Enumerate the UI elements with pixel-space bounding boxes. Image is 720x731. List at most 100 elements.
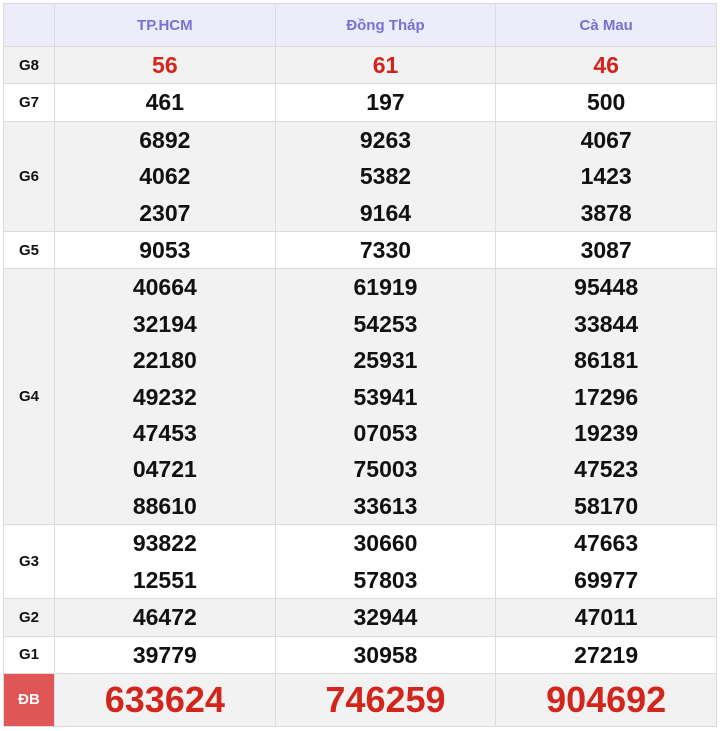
prize-number: 88610 [132, 492, 197, 519]
prize-cell: 500 [495, 83, 717, 122]
prize-number: 53941 [353, 383, 418, 410]
prize-number: 2307 [139, 199, 191, 226]
prize-number: 4067 [580, 126, 632, 153]
prize-number: 5382 [359, 163, 412, 190]
prize-number: 33613 [353, 492, 418, 519]
prize-cell: 746259 [274, 672, 497, 727]
prize-number: 47523 [574, 456, 639, 483]
prize-label: G3 [3, 524, 55, 600]
prize-number: 633624 [104, 678, 225, 720]
prize-cell: 633624 [54, 672, 276, 727]
prize-label: G2 [3, 598, 55, 637]
prize-row-g6: G6 6892 4062 2307 9263 5382 9164 4067 1423 3878 [3, 120, 717, 233]
prize-label: G6 [3, 120, 55, 233]
prize-number: 30958 [353, 641, 418, 668]
prize-number: 75003 [353, 456, 418, 483]
prize-cell: 46472 [54, 598, 276, 637]
prize-number: 6892 [139, 126, 191, 153]
prize-number: 39779 [132, 641, 197, 668]
prize-number: 17296 [574, 383, 639, 410]
header-province: Cà Mau [495, 3, 717, 47]
prize-number: 30660 [353, 530, 418, 557]
prize-number: 9263 [359, 126, 412, 153]
prize-cell: 56 [54, 45, 276, 85]
prize-number: 9164 [359, 199, 412, 226]
prize-number: 12551 [132, 566, 197, 593]
prize-row-g1: G1 39779 30958 27219 [3, 635, 717, 674]
prize-cell: 47011 [495, 598, 717, 637]
prize-number: 54253 [353, 310, 418, 337]
prize-number: 58170 [574, 492, 639, 519]
prize-cell: 40664 32194 22180 49232 47453 04721 88610 [54, 268, 276, 526]
prize-number: 904692 [546, 678, 667, 720]
header-row: TP.HCM Đồng Tháp Cà Mau [3, 3, 717, 47]
prize-number: 49232 [132, 383, 197, 410]
prize-cell: 7330 [274, 231, 497, 270]
prize-cell: 904692 [495, 672, 717, 727]
prize-number: 9053 [139, 237, 191, 264]
prize-number: 40664 [132, 274, 197, 301]
prize-cell: 30660 57803 [274, 524, 497, 600]
header-corner [3, 3, 55, 47]
prize-cell: 47663 69977 [495, 524, 717, 600]
prize-row-db: ĐB 633624 746259 904692 [3, 672, 717, 727]
prize-cell: 61 [274, 45, 497, 85]
prize-number: 3087 [580, 237, 632, 264]
prize-cell: 4067 1423 3878 [495, 120, 717, 233]
prize-cell: 9053 [54, 231, 276, 270]
prize-row-g4: G4 40664 32194 22180 49232 47453 04721 88610 619… [3, 268, 717, 526]
prize-number: 3878 [580, 199, 632, 226]
lottery-results-table: TP.HCM Đồng Tháp Cà Mau G8 56 61 46 G7 461 197… [3, 3, 717, 727]
prize-label: G7 [3, 83, 55, 122]
prize-cell: 461 [54, 83, 276, 122]
prize-cell: 197 [274, 83, 497, 122]
prize-number: 46472 [132, 604, 197, 631]
prize-number: 4062 [139, 163, 191, 190]
prize-cell: 3087 [495, 231, 717, 270]
prize-number: 47011 [574, 604, 638, 631]
prize-cell: 32944 [274, 598, 497, 637]
prize-number: 07053 [353, 420, 418, 447]
prize-number: 32194 [132, 310, 197, 337]
prize-number: 47663 [574, 530, 639, 557]
prize-cell: 46 [495, 45, 717, 85]
prize-number: 61919 [353, 274, 418, 301]
header-province: Đồng Tháp [274, 3, 497, 47]
prize-cell: 30958 [274, 635, 497, 674]
prize-number: 69977 [574, 566, 639, 593]
prize-number: 57803 [353, 566, 418, 593]
prize-number: 46 [593, 52, 619, 78]
prize-cell: 93822 12551 [54, 524, 276, 600]
prize-number: 7330 [359, 237, 412, 264]
prize-cell: 6892 4062 2307 [54, 120, 276, 233]
prize-row-g8: G8 56 61 46 [3, 45, 717, 85]
prize-number: 1423 [580, 163, 632, 190]
prize-cell: 9263 5382 9164 [274, 120, 497, 233]
prize-number: 95448 [574, 274, 639, 301]
prize-label: G8 [3, 45, 55, 85]
prize-number: 47453 [132, 420, 197, 447]
prize-cell: 27219 [495, 635, 717, 674]
prize-number: 461 [145, 89, 185, 116]
prize-label: ĐB [3, 672, 55, 727]
prize-number: 500 [586, 89, 626, 116]
prize-number: 746259 [325, 678, 446, 720]
prize-row-g3: G3 93822 12551 30660 57803 47663 69977 [3, 524, 717, 600]
prize-number: 33844 [574, 310, 639, 337]
prize-number: 61 [372, 52, 399, 78]
prize-cell: 39779 [54, 635, 276, 674]
header-province: TP.HCM [54, 3, 276, 47]
prize-number: 22180 [132, 347, 197, 374]
prize-number: 04721 [132, 456, 197, 483]
prize-number: 25931 [353, 347, 418, 374]
prize-label: G4 [3, 268, 55, 526]
prize-row-g5: G5 9053 7330 3087 [3, 231, 717, 270]
prize-number: 19239 [574, 420, 639, 447]
prize-number: 197 [366, 89, 405, 116]
prize-row-g7: G7 461 197 500 [3, 83, 717, 122]
prize-number: 32944 [353, 604, 418, 631]
prize-label: G5 [3, 231, 55, 270]
prize-number: 86181 [574, 347, 639, 374]
prize-cell: 61919 54253 25931 53941 07053 75003 33613 [274, 268, 497, 526]
prize-label: G1 [3, 635, 55, 674]
